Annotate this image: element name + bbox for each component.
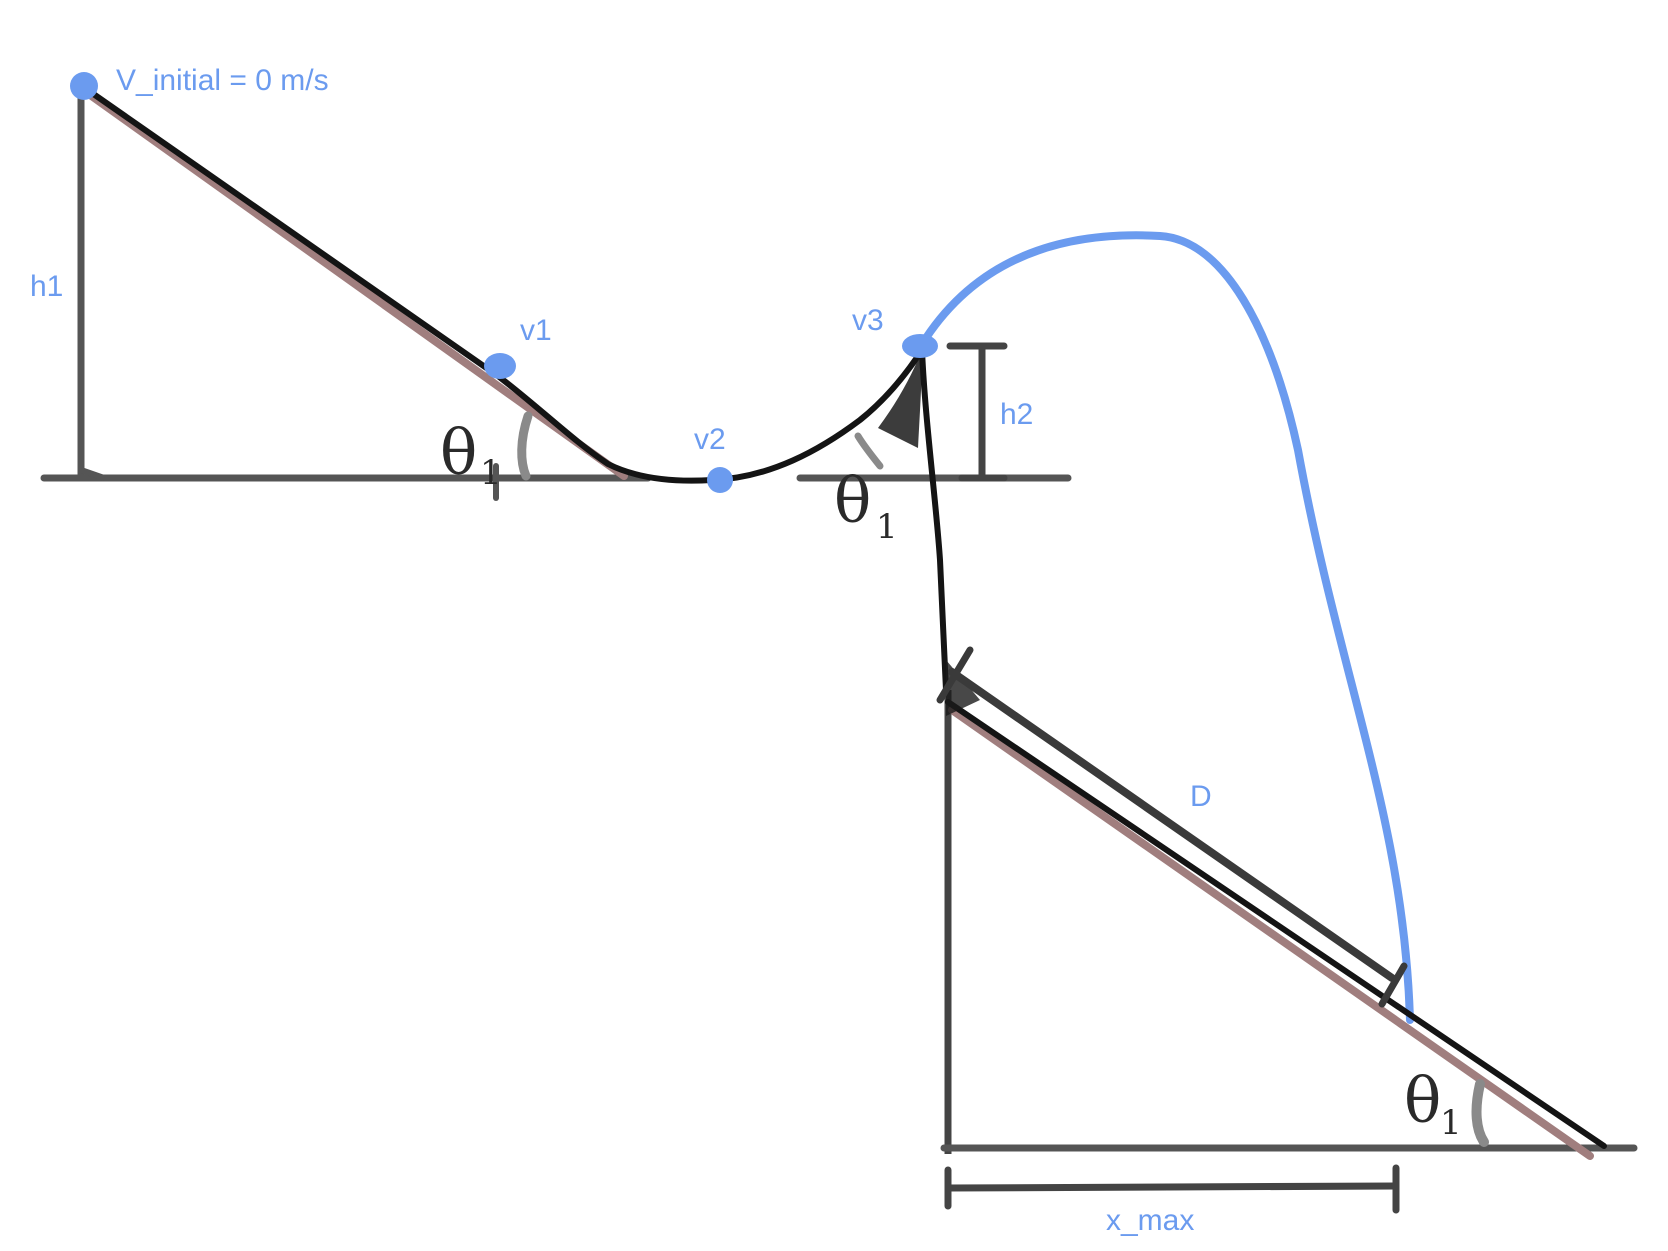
v3-point	[902, 334, 938, 358]
theta-first-slope: θ 1	[440, 416, 502, 493]
theta3-arc-mark	[1471, 1079, 1489, 1147]
x-max-measure-line	[947, 1182, 1397, 1192]
theta-symbol: θ	[834, 464, 871, 537]
h1-label: h1	[30, 270, 63, 303]
h2-label: h2	[1000, 398, 1033, 431]
slope-shadow-line	[82, 88, 628, 480]
first-slope-line	[79, 83, 925, 484]
v3-label: v3	[852, 304, 884, 337]
theta-subscript: 1	[876, 507, 898, 547]
d-top-tick	[936, 646, 974, 704]
start-slope-group	[40, 83, 925, 501]
d-bottom-tick	[1378, 962, 1408, 1008]
d-measure-line	[948, 668, 1396, 982]
start-point	[70, 72, 98, 100]
x-max-label: x_max	[1106, 1204, 1194, 1237]
theta-landing-slope: θ 1	[1404, 1064, 1462, 1143]
ground-tick-start	[80, 467, 105, 481]
v1-point	[484, 353, 516, 379]
points-group	[70, 72, 938, 493]
landing-slope-group	[936, 646, 1638, 1214]
theta-subscript: 1	[480, 453, 502, 493]
landing-slope-shadow	[948, 706, 1594, 1160]
theta2-arc-mark	[854, 432, 884, 470]
v2-point	[707, 467, 733, 493]
cliff-line	[919, 347, 949, 693]
ramp-inner-shading	[878, 350, 922, 448]
flight-trajectory	[922, 231, 1414, 1024]
theta-subscript: 1	[1440, 1103, 1462, 1143]
theta1-arc-mark	[517, 411, 533, 481]
v2-label: v2	[694, 423, 726, 456]
theta-symbol: θ	[1404, 1064, 1441, 1137]
ramp-group	[796, 342, 1072, 693]
v1-label: v1	[520, 314, 552, 347]
d-label: D	[1190, 780, 1212, 813]
theta-symbol: θ	[440, 416, 477, 489]
v-initial-label: V_initial = 0 m/s	[116, 64, 329, 97]
theta-ramp: θ 1	[834, 464, 898, 547]
landing-slope-line	[945, 699, 1607, 1149]
